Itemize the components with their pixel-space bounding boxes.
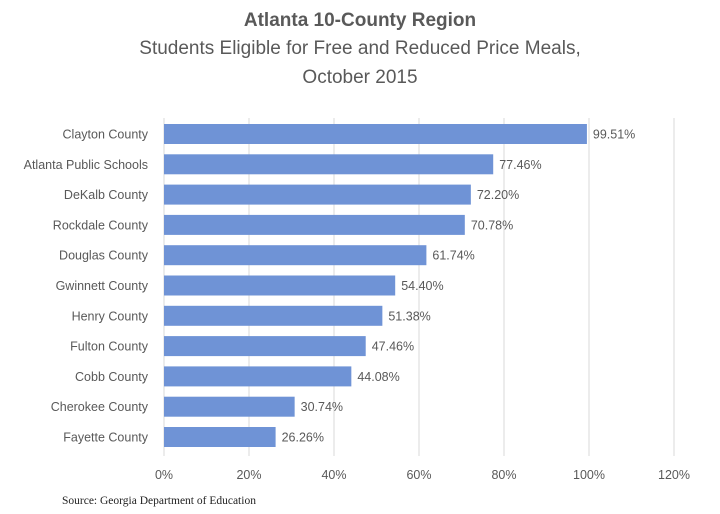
category-label-7: Fulton County (70, 340, 149, 354)
data-label-10: 26.26% (282, 431, 324, 445)
bar-7 (164, 336, 366, 357)
category-label-3: Rockdale County (53, 218, 149, 232)
bar-10 (164, 427, 276, 447)
category-label-0: Clayton County (63, 128, 149, 142)
data-label-6: 51.38% (388, 309, 430, 323)
data-label-1: 77.46% (499, 158, 541, 172)
chart-subtitle-line-1: Students Eligible for Free and Reduced P… (139, 38, 580, 59)
category-label-1: Atlanta Public Schools (24, 158, 148, 172)
bar-5 (164, 275, 396, 296)
category-label-8: Cobb County (75, 370, 149, 384)
x-tick-label-5: 100% (573, 468, 605, 482)
data-label-9: 30.74% (301, 400, 343, 414)
category-label-2: DeKalb County (64, 188, 149, 202)
x-tick-label-4: 80% (491, 468, 516, 482)
bar-6 (164, 305, 383, 326)
x-tick-label-1: 20% (236, 468, 261, 482)
bars (164, 124, 587, 447)
data-label-0: 99.51% (593, 128, 635, 142)
category-label-4: Douglas County (59, 249, 149, 263)
category-label-6: Henry County (72, 309, 149, 323)
chart-title: Atlanta 10-County Region (244, 10, 476, 31)
bar-4 (164, 245, 427, 266)
x-tick-labels: 0% 20% 40% 60% 80% 100% 120% (155, 468, 690, 482)
bar-9 (164, 396, 295, 417)
data-label-2: 72.20% (477, 188, 519, 202)
x-tick-label-2: 40% (321, 468, 346, 482)
data-label-7: 47.46% (372, 340, 414, 354)
data-label-4: 61.74% (432, 249, 474, 263)
source-note: Source: Georgia Department of Education (62, 495, 256, 507)
data-label-3: 70.78% (471, 218, 513, 232)
category-labels: Clayton County Atlanta Public Schools DeKa… (24, 128, 149, 445)
category-label-9: Cherokee County (51, 400, 149, 414)
data-labels: 99.51% 77.46% 72.20% 70.78% 61.74% 54.40% 51.3… (282, 128, 636, 445)
bar-3 (164, 214, 465, 235)
x-tick-label-3: 60% (406, 468, 431, 482)
x-tick-label-0: 0% (155, 468, 173, 482)
category-label-5: Gwinnett County (56, 279, 149, 293)
category-label-10: Fayette County (63, 431, 149, 445)
data-label-8: 44.08% (357, 370, 399, 384)
bar-8 (164, 366, 352, 387)
x-tick-label-6: 120% (658, 468, 690, 482)
bar-1 (164, 154, 494, 175)
bar-2 (164, 184, 471, 205)
data-label-5: 54.40% (401, 279, 443, 293)
chart-subtitle-line-2: October 2015 (302, 67, 417, 88)
bar-0 (164, 124, 587, 144)
